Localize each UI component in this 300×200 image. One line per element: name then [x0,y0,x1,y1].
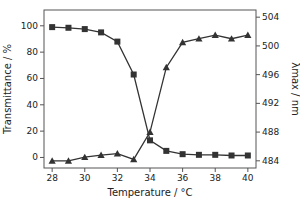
y2-tick-label: 504 [262,12,279,22]
x-tick-label: 36 [177,173,189,183]
x-axis-label: Temperature / °C [106,187,192,198]
y-tick [40,25,44,26]
x-tick-label: 30 [79,173,91,183]
y-tick-label: 100 [21,21,38,31]
y2-tick [256,45,260,46]
y-tick-label: 40 [27,100,39,110]
y2-tick-label: 484 [262,156,279,166]
square-marker [98,29,104,35]
triangle-marker [65,157,72,163]
plot-area [49,24,252,164]
chart: 28 30 32 34 36 38 40 0 20 40 60 80 100 484 488 492 496 50… [0,0,300,200]
y-tick-label: 60 [27,73,39,83]
square-marker [147,137,153,143]
square-marker [65,25,71,31]
y2-axis-label: λmax / nm [290,62,300,116]
triangle-marker [146,128,153,134]
series-line [52,35,248,161]
triangle-marker [228,35,235,41]
square-marker [163,148,169,154]
square-marker [196,152,202,158]
x-tick-label: 38 [210,173,222,183]
square-marker [245,152,251,158]
x-tick [215,168,216,172]
x-tick [52,168,53,172]
series-line [52,27,248,155]
y-tick [40,157,44,158]
y2-tick [256,132,260,133]
plot-frame [44,10,256,168]
square-marker [82,26,88,32]
x-tick-label: 32 [112,173,123,183]
square-marker [229,152,235,158]
triangle-marker [130,156,137,162]
triangle-marker [179,39,186,45]
square-marker [212,152,218,158]
y2-tick [256,160,260,161]
square-marker [131,72,137,78]
y-axis-label: Transmittance / % [2,44,13,135]
y-tick [40,78,44,79]
x-tick [150,168,151,172]
square-marker [49,24,55,30]
y2-tick [256,74,260,75]
x-tick-label: 34 [144,173,156,183]
triangle-marker [97,151,104,157]
x-tick [247,168,248,172]
y2-tick [256,103,260,104]
x-tick [182,168,183,172]
y-tick-label: 80 [27,47,39,57]
y2-tick [256,17,260,18]
triangle-marker [81,154,88,160]
triangle-marker [114,150,121,156]
y2-tick-label: 492 [262,98,279,108]
square-marker [114,39,120,45]
square-marker [180,151,186,157]
y-tick [40,104,44,105]
y-tick [40,52,44,53]
y2-tick-label: 488 [262,127,279,137]
triangle-marker [212,32,219,38]
x-tick-label: 40 [242,173,254,183]
triangle-marker [163,64,170,70]
triangle-marker [195,35,202,41]
y2-tick-label: 500 [262,41,279,51]
x-tick [84,168,85,172]
y-tick-label: 20 [27,126,39,136]
y-tick [40,131,44,132]
y-tick-label: 0 [32,152,38,162]
triangle-marker [49,157,56,163]
x-tick [117,168,118,172]
x-tick-label: 28 [46,173,58,183]
y2-tick-label: 496 [262,70,279,80]
triangle-marker [244,32,251,38]
